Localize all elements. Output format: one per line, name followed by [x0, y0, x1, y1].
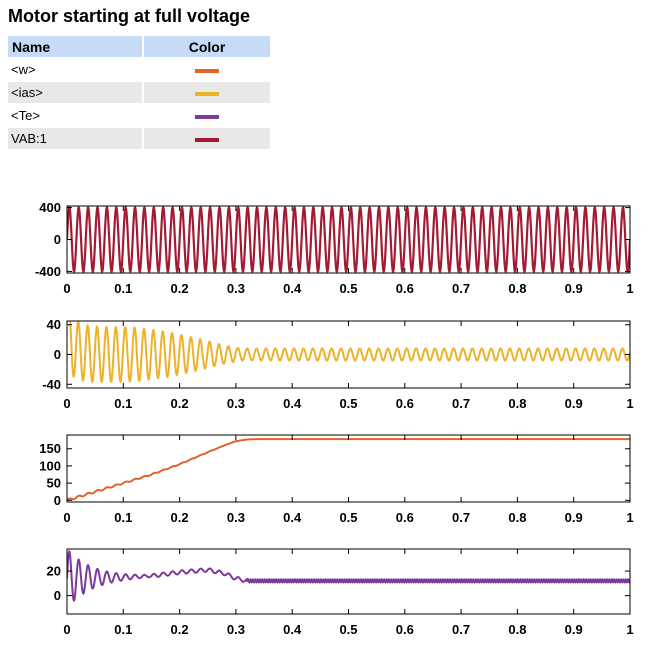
x-tick-label: 0.5: [339, 396, 357, 411]
x-tick-label: 0.9: [565, 281, 583, 296]
y-tick-label: 0: [54, 232, 61, 247]
x-tick-label: 0.1: [114, 396, 132, 411]
x-tick-label: 0: [63, 510, 70, 525]
x-tick-label: 1: [626, 510, 633, 525]
legend-item-color: [144, 82, 270, 103]
y-tick-label: 0: [54, 347, 61, 362]
legend-item-name: <w>: [8, 59, 142, 80]
speed-plot: 0 0.1 0.2 0.3 0.4 0.5 0.6 0.7 0.8 0.9 1 150 100 50 0: [39, 434, 634, 525]
x-tick-label: 0.5: [339, 510, 357, 525]
legend-row: VAB:1: [8, 128, 270, 149]
legend-swatch: [195, 114, 219, 119]
x-tick-label: 1: [626, 281, 633, 296]
x-tick-label: 0.3: [227, 622, 245, 637]
x-tick-label: 0.4: [283, 396, 302, 411]
x-tick-label: 0.3: [227, 510, 245, 525]
x-tick-label: 0: [63, 396, 70, 411]
x-tick-label: 0.7: [452, 281, 470, 296]
x-tick-label: 0.4: [283, 510, 302, 525]
x-tick-label: 0.8: [508, 396, 526, 411]
series-line: [67, 321, 630, 384]
y-tick-label: 50: [47, 476, 61, 491]
x-tick-label: 0.2: [171, 396, 189, 411]
x-tick-label: 0.6: [396, 396, 414, 411]
x-tick-label: 0.8: [508, 622, 526, 637]
y-tick-label: 0: [54, 493, 61, 508]
legend-row: <ias>: [8, 82, 270, 103]
chart-title: Motor starting at full voltage: [8, 6, 251, 26]
y-tick-label: 20: [47, 564, 61, 579]
x-tick-label: 0.9: [565, 510, 583, 525]
x-tick-label: 0.9: [565, 396, 583, 411]
x-tick-label: 0.3: [227, 396, 245, 411]
y-tick-label: -400: [35, 264, 61, 279]
torque-plot: 0 0.1 0.2 0.3 0.4 0.5 0.6 0.7 0.8 0.9 1 20 0: [47, 548, 634, 637]
legend-header-color: Color: [144, 36, 270, 57]
x-tick-label: 1: [626, 396, 633, 411]
x-tick-label: 0.8: [508, 281, 526, 296]
x-tick-label: 0.9: [565, 622, 583, 637]
legend-swatch: [195, 137, 219, 142]
x-tick-label: 0.2: [171, 281, 189, 296]
x-tick-label: 0.5: [339, 622, 357, 637]
x-tick-label: 0.2: [171, 510, 189, 525]
x-tick-label: 0: [63, 622, 70, 637]
x-tick-label: 0.6: [396, 281, 414, 296]
plot-frame: [66, 434, 631, 503]
y-tick-label: 150: [39, 441, 61, 456]
y-tick-label: 100: [39, 458, 61, 473]
x-tick-label: 0.1: [114, 281, 132, 296]
y-tick-label: 400: [39, 200, 61, 215]
x-tick-label: 0.8: [508, 510, 526, 525]
x-tick-label: 1: [626, 622, 633, 637]
legend-header-row: Name Color: [8, 36, 270, 57]
x-tick-label: 0.4: [283, 281, 302, 296]
x-tick-label: 0.1: [114, 622, 132, 637]
x-tick-label: 0.1: [114, 510, 132, 525]
legend-swatch: [195, 91, 219, 96]
legend-header-name: Name: [8, 36, 142, 57]
legend-item-color: [144, 105, 270, 126]
legend-item-name: VAB:1: [8, 128, 142, 149]
x-tick-label: 0.3: [227, 281, 245, 296]
x-tick-label: 0.7: [452, 396, 470, 411]
x-tick-label: 0.7: [452, 510, 470, 525]
series-line: [67, 550, 630, 603]
legend-swatch: [195, 68, 219, 73]
legend-item-name: <ias>: [8, 82, 142, 103]
legend-row: <w>: [8, 59, 270, 80]
series-line: [67, 438, 630, 502]
legend-row: <Te>: [8, 105, 270, 126]
x-tick-label: 0: [63, 281, 70, 296]
x-tick-label: 0.7: [452, 622, 470, 637]
series-line: [67, 206, 630, 273]
legend-item-color: [144, 59, 270, 80]
legend-table: Name Color <w> <ias> <Te> VAB:1: [6, 34, 272, 151]
x-tick-label: 0.2: [171, 622, 189, 637]
legend-item-color: [144, 128, 270, 149]
y-tick-label: 0: [54, 588, 61, 603]
y-tick-label: -40: [42, 377, 61, 392]
x-tick-label: 0.6: [396, 510, 414, 525]
y-tick-label: 40: [47, 317, 61, 332]
x-tick-label: 0.6: [396, 622, 414, 637]
x-tick-label: 0.5: [339, 281, 357, 296]
legend-item-name: <Te>: [8, 105, 142, 126]
x-tick-label: 0.4: [283, 622, 302, 637]
